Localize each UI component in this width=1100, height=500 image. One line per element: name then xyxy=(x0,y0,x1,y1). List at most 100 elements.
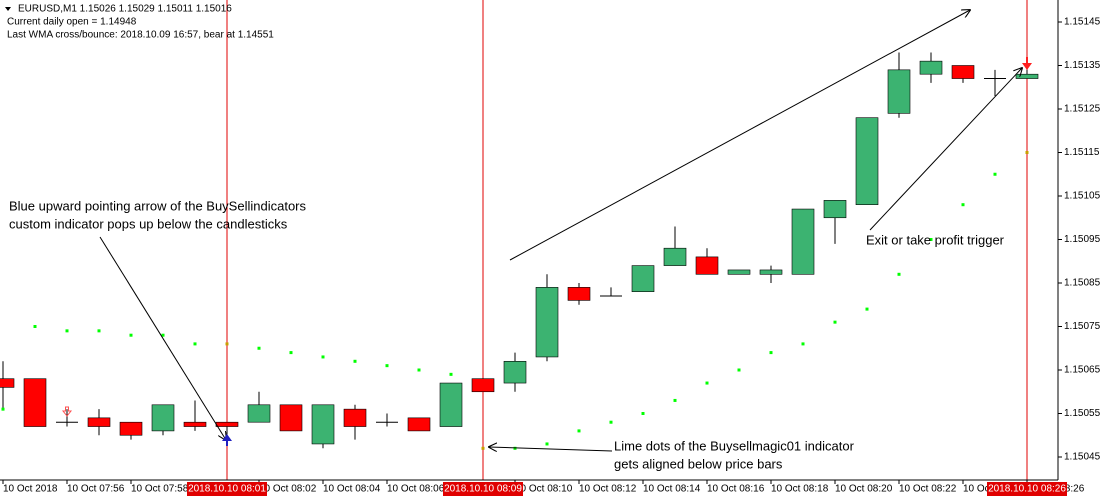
y-tick-label: 1.15095 xyxy=(1064,234,1100,245)
x-tick-label: 10 Oct 08:14 xyxy=(643,484,701,495)
x-tick-label: 10 Oct 08:20 xyxy=(835,484,893,495)
candle-body xyxy=(247,404,271,423)
marker-label-box xyxy=(443,482,523,496)
annotation-arrow xyxy=(489,447,613,451)
indicator-dot xyxy=(961,203,965,207)
indicator-dot xyxy=(1,407,5,411)
annotation-arrow xyxy=(869,68,1022,231)
indicator-dot xyxy=(833,320,837,324)
candle-body xyxy=(343,408,367,427)
x-tick-label: 10 Oct 08:18 xyxy=(771,484,829,495)
indicator-dot xyxy=(449,372,453,376)
x-tick-label: 10 Oct 08:16 xyxy=(707,484,765,495)
candle-body xyxy=(471,378,495,393)
indicator-dot xyxy=(545,442,549,446)
candle-body xyxy=(727,269,751,275)
y-tick-label: 1.15145 xyxy=(1064,17,1100,28)
header-line: Last WMA cross/bounce: 2018.10.09 16:57,… xyxy=(7,30,274,41)
y-tick-label: 1.15085 xyxy=(1064,278,1100,289)
candle-body xyxy=(503,360,527,384)
indicator-dot xyxy=(193,342,197,346)
x-tick-label: 10 Oct 08:10 xyxy=(515,484,573,495)
annotation-text: Blue upward pointing arrow of the BuySel… xyxy=(9,198,307,213)
indicator-dot xyxy=(993,172,997,176)
candle-body xyxy=(0,378,15,388)
indicator-dot xyxy=(897,272,901,276)
y-tick-label: 1.15125 xyxy=(1064,104,1100,115)
annotation-text: Exit or take profit trigger xyxy=(866,232,1005,247)
y-tick-label: 1.15065 xyxy=(1064,365,1100,376)
y-tick-label: 1.15105 xyxy=(1064,191,1100,202)
marker-label-box xyxy=(187,482,267,496)
y-tick-label: 1.15055 xyxy=(1064,408,1100,419)
indicator-dot xyxy=(225,342,229,346)
marker-label-box xyxy=(987,482,1067,496)
indicator-dot xyxy=(577,429,581,433)
indicator-dot xyxy=(801,342,805,346)
x-axis: 10 Oct 2018 10 Oct 07:56 10 Oct 07:58 10 Oc… xyxy=(2,480,1085,496)
indicator-dot xyxy=(257,346,261,350)
header-line: EURUSD,M1 1.15026 1.15029 1.15011 1.1501… xyxy=(18,4,232,15)
sell-arrow-outline xyxy=(61,406,73,417)
x-tick-label: 10 Oct 08:12 xyxy=(579,484,637,495)
indicator-dot xyxy=(65,329,69,333)
indicator-dot xyxy=(161,333,165,337)
candle-body xyxy=(119,421,143,436)
indicator-dot xyxy=(929,238,933,241)
x-tick-label: 10 Oct 08:02 xyxy=(259,484,317,495)
annotation-text: Lime dots of the Buysellmagic01 indicato… xyxy=(614,438,855,453)
candle-body xyxy=(23,378,47,427)
x-tick-label: 10 Oct 2018 xyxy=(3,484,58,495)
indicator-dot xyxy=(289,351,293,355)
x-tick-label: 10 Oct 08:06 xyxy=(387,484,445,495)
candle-body xyxy=(919,60,943,75)
y-tick-label: 1.15135 xyxy=(1064,60,1100,71)
indicator-dot xyxy=(481,446,485,450)
sell-arrow xyxy=(1022,57,1032,70)
x-tick-label: 10 Oct 08:22 xyxy=(899,484,957,495)
annotation-arrow xyxy=(509,10,970,261)
candle-body xyxy=(791,208,815,275)
indicator-dot xyxy=(609,420,613,424)
x-tick-label: 10 Oct 07:56 xyxy=(67,484,125,495)
annotation-text: custom indicator pops up below the candl… xyxy=(9,216,288,231)
candle-body xyxy=(1015,73,1039,79)
annotation-text: gets aligned below price bars xyxy=(614,456,783,471)
indicator-dot xyxy=(353,359,357,363)
indicator-dot xyxy=(417,368,421,372)
candle-body xyxy=(439,382,463,427)
plot-area xyxy=(0,0,1039,480)
indicator-dot xyxy=(97,329,101,333)
y-tick-label: 1.15115 xyxy=(1064,147,1100,158)
indicator-dot xyxy=(865,307,869,311)
symbol-dropdown[interactable] xyxy=(5,7,11,11)
annotation-arrow xyxy=(99,236,226,440)
candle-body xyxy=(951,65,975,79)
indicator-dot xyxy=(737,368,741,372)
buy-arrow xyxy=(222,434,232,446)
candle-body xyxy=(855,117,879,205)
indicator-dot xyxy=(33,325,37,328)
y-tick-label: 1.15045 xyxy=(1064,452,1100,463)
candle-body xyxy=(535,287,559,358)
indicator-dot xyxy=(321,355,325,359)
candle-body xyxy=(631,265,655,293)
indicator-dot xyxy=(769,351,773,355)
candle-body xyxy=(311,404,335,445)
indicator-dot xyxy=(385,364,389,368)
candle-body xyxy=(215,421,239,427)
marker-label: 2018.10.10 08:09 xyxy=(444,484,522,495)
indicator-dot xyxy=(641,412,645,415)
marker-label: 2018.10.10 08:01 xyxy=(188,484,266,495)
candle-body xyxy=(663,247,687,266)
indicator-dot xyxy=(673,398,677,402)
candle-body xyxy=(407,417,431,432)
candle-body xyxy=(87,417,111,427)
indicator-dot xyxy=(1025,151,1029,154)
header-line: Current daily open = 1.14948 xyxy=(7,17,137,28)
candle-body xyxy=(567,287,591,301)
candle-body xyxy=(887,69,911,114)
candle-body xyxy=(695,256,719,275)
